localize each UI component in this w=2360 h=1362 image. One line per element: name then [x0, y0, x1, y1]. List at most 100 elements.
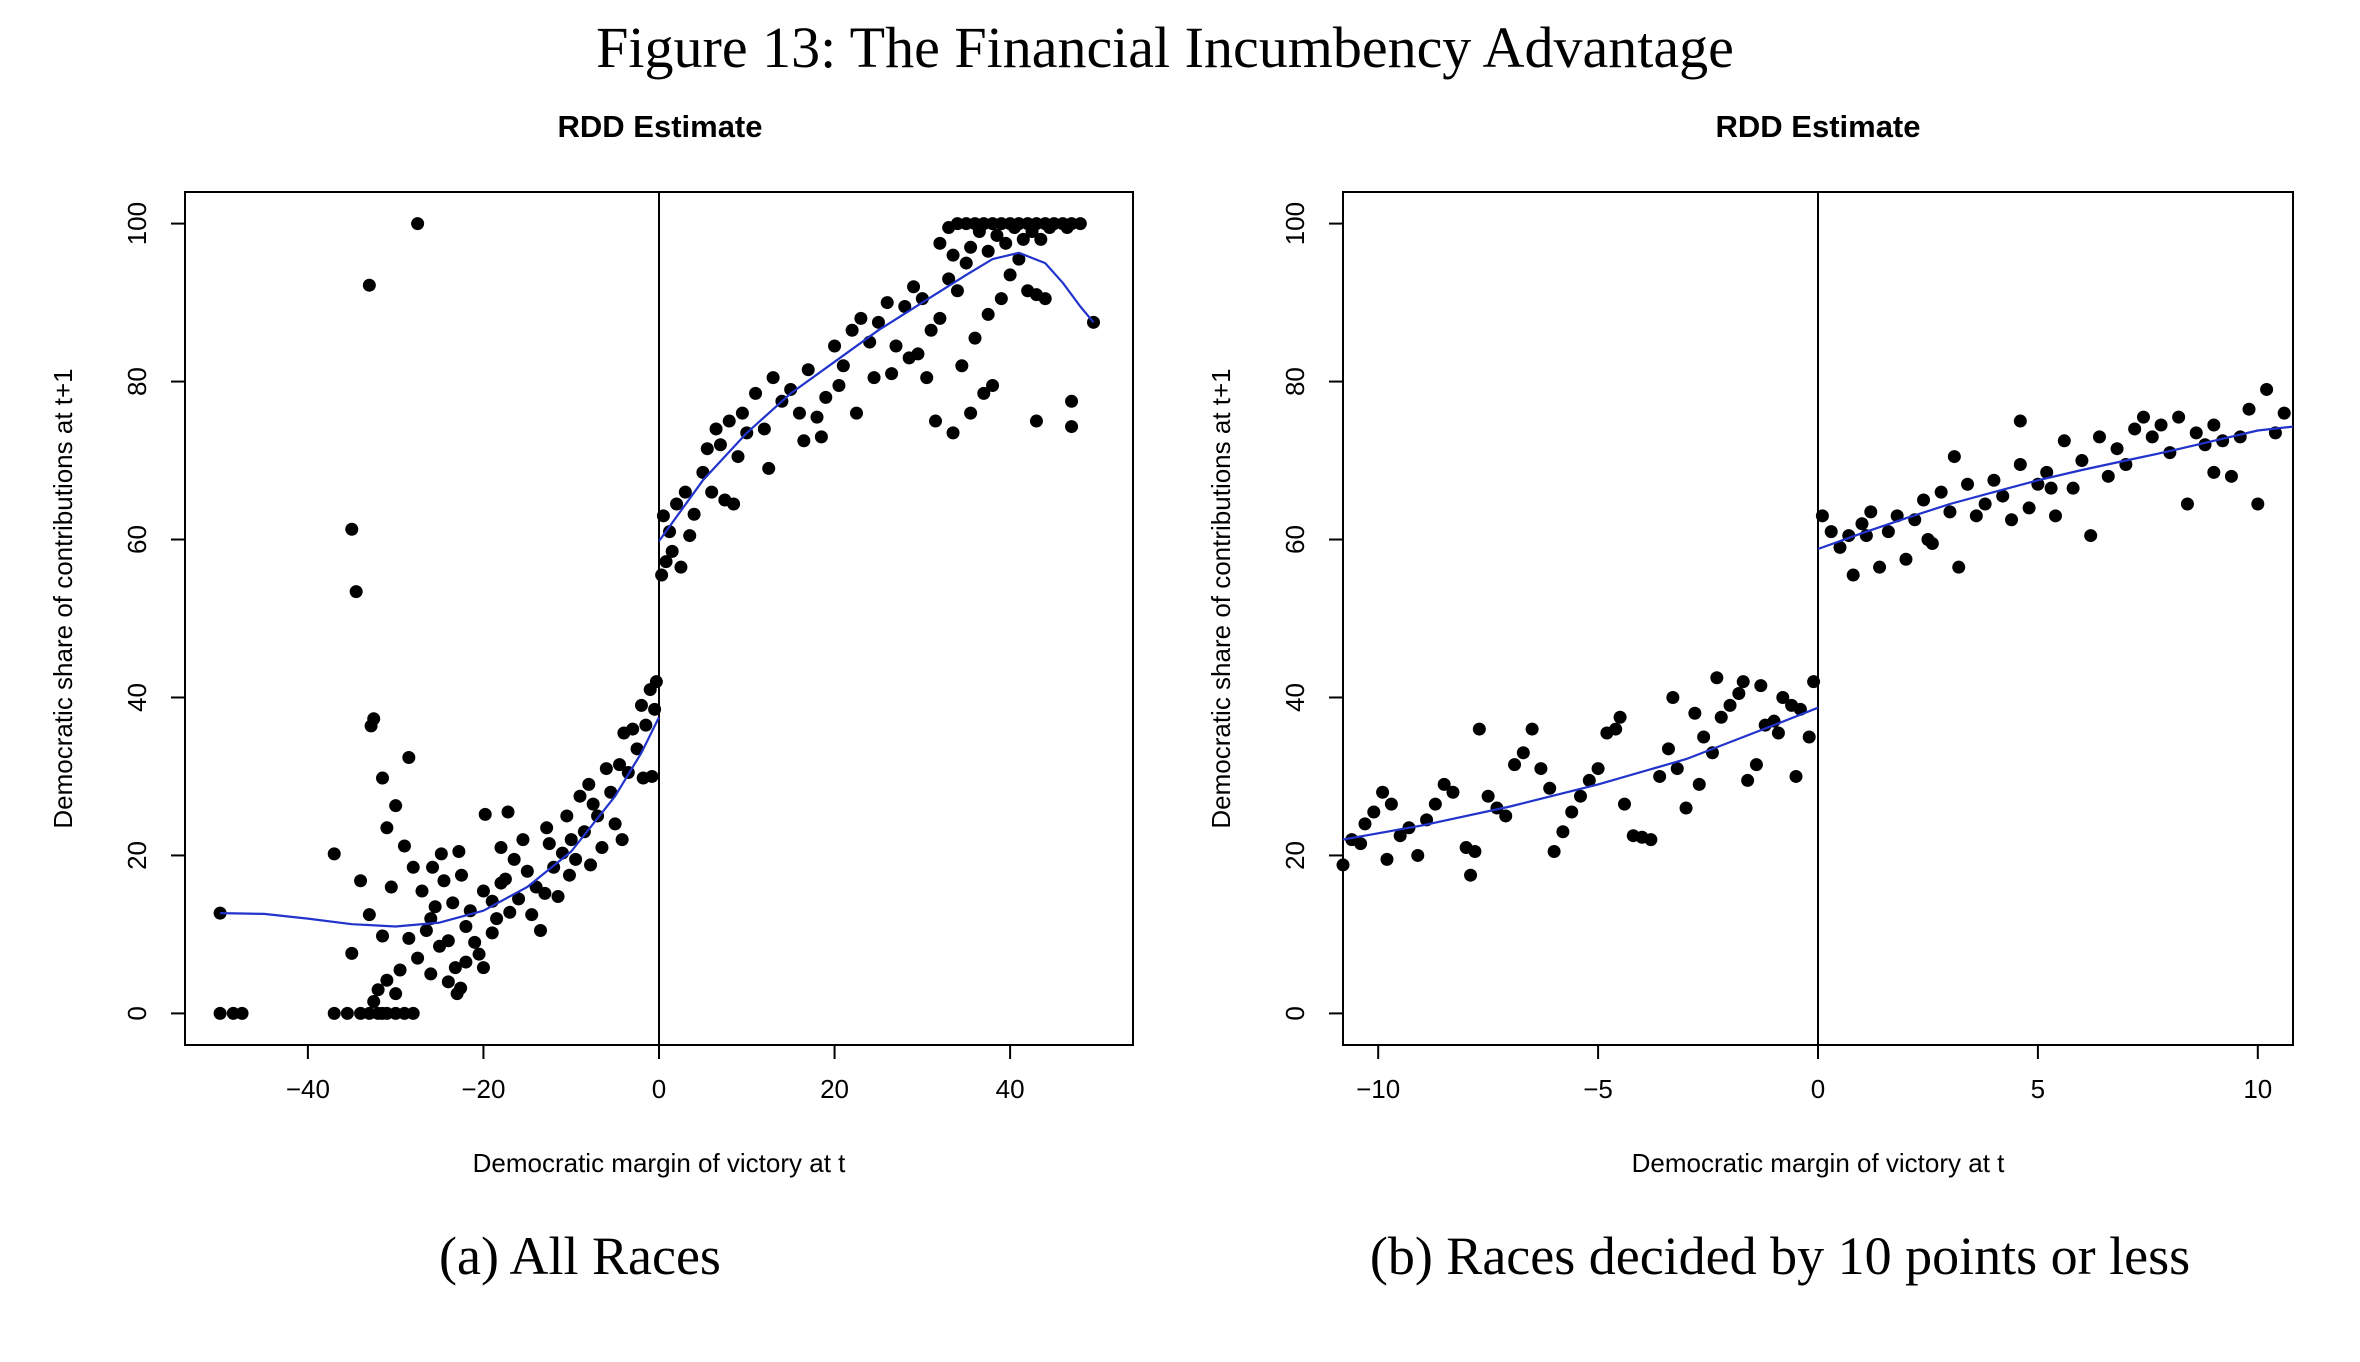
data-point: [608, 817, 622, 831]
caption-a: (a) All Races: [439, 1226, 721, 1286]
data-point: [1969, 509, 1983, 523]
data-point: [784, 382, 798, 396]
data-point: [446, 896, 460, 910]
data-point: [1688, 706, 1702, 720]
data-point: [424, 912, 438, 926]
x-tick-label: −20: [461, 1074, 505, 1104]
data-point: [1679, 801, 1693, 815]
data-point: [1947, 450, 1961, 464]
data-point: [1556, 825, 1570, 839]
data-point: [562, 868, 576, 882]
data-point: [1376, 785, 1390, 799]
data-point: [920, 371, 934, 385]
data-point: [345, 522, 359, 536]
data-point: [599, 762, 613, 776]
data-point: [1428, 797, 1442, 811]
y-tick-label: 20: [1280, 841, 1310, 870]
data-point: [819, 390, 833, 404]
data-point: [766, 371, 780, 385]
data-point: [1855, 517, 1869, 531]
data-point: [1864, 505, 1878, 519]
y-tick-label: 0: [122, 1006, 152, 1020]
data-point: [885, 367, 899, 381]
y-tick-label: 60: [122, 525, 152, 554]
data-point: [757, 422, 771, 436]
data-point: [455, 868, 468, 882]
data-point: [946, 426, 960, 440]
data-point: [1034, 232, 1048, 246]
data-point: [801, 363, 815, 377]
data-point: [582, 777, 596, 791]
data-point: [2013, 414, 2027, 428]
data-point: [494, 841, 508, 855]
data-point: [1807, 675, 1821, 689]
data-point: [2154, 418, 2168, 432]
data-point: [503, 905, 517, 919]
data-point: [345, 946, 359, 960]
data-point: [1574, 789, 1587, 803]
y-tick-label: 80: [122, 367, 152, 396]
data-point: [1481, 789, 1495, 803]
data-point: [2044, 481, 2058, 495]
data-point: [674, 560, 688, 574]
x-axis-label: Democratic margin of victory at t: [1632, 1148, 2006, 1178]
data-point: [1043, 221, 1057, 235]
data-point: [986, 379, 1000, 393]
fit-line-right: [658, 251, 1095, 542]
data-point: [634, 698, 648, 712]
data-point: [659, 555, 673, 569]
data-point: [1025, 224, 1039, 238]
data-point: [999, 236, 1013, 250]
data-point: [797, 434, 811, 448]
data-point: [792, 406, 806, 420]
data-point: [501, 805, 515, 819]
data-point: [1490, 801, 1504, 815]
x-tick-label: 0: [1811, 1074, 1825, 1104]
x-tick-label: 40: [996, 1074, 1025, 1104]
data-point: [340, 1006, 354, 1020]
data-point: [2128, 422, 2142, 436]
data-point: [762, 461, 776, 475]
data-point: [854, 311, 868, 325]
data-point: [485, 926, 499, 940]
data-point: [476, 884, 490, 898]
data-point: [2110, 442, 2124, 456]
data-point: [1499, 809, 1513, 823]
data-point: [364, 719, 378, 733]
data-point: [419, 923, 433, 937]
data-point: [2101, 469, 2115, 483]
data-point: [981, 244, 995, 258]
data-point: [1411, 848, 1425, 862]
data-point: [950, 284, 964, 298]
data-point: [645, 769, 659, 783]
data-point: [1367, 805, 1381, 819]
y-axis-label: Democratic share of contributions at t+1: [1206, 368, 1236, 828]
fit-line-left: [220, 716, 660, 928]
data-point: [1653, 769, 1667, 783]
y-tick-label: 40: [122, 683, 152, 712]
data-point: [426, 860, 440, 874]
data-point: [2242, 402, 2256, 416]
data-point: [665, 544, 679, 558]
figure-title: Figure 13: The Financial Incumbency Adva…: [596, 15, 1734, 80]
data-point: [494, 876, 508, 890]
data-point: [476, 961, 490, 975]
data-point: [700, 442, 714, 456]
data-point: [490, 912, 504, 926]
data-point: [415, 884, 429, 898]
data-point: [1666, 690, 1680, 704]
data-point: [468, 935, 482, 949]
data-point: [1815, 509, 1829, 523]
data-point: [1534, 762, 1548, 776]
data-point: [235, 1006, 249, 1020]
data-point: [964, 240, 978, 254]
data-point: [1472, 722, 1486, 736]
data-point: [564, 833, 578, 847]
data-point: [867, 371, 881, 385]
data-point: [933, 236, 947, 250]
data-point: [2084, 529, 2098, 543]
data-point: [649, 675, 663, 689]
data-point: [1543, 781, 1557, 795]
x-tick-label: 0: [652, 1074, 666, 1104]
data-point: [2136, 410, 2150, 424]
